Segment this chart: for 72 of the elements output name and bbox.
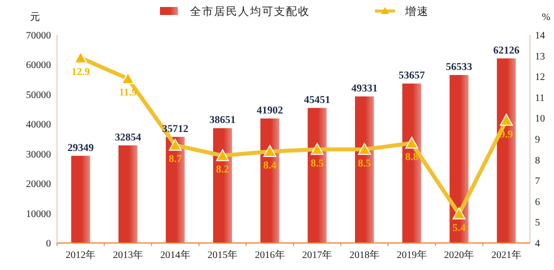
data-label: 8.5	[310, 158, 324, 170]
bar	[354, 96, 374, 243]
data-label: 32854	[114, 132, 142, 144]
point	[358, 142, 371, 155]
data-label: 8.5	[358, 158, 372, 170]
data-label: 62126	[493, 45, 520, 56]
y-tick-label: 30000	[26, 149, 51, 160]
data-label: 8.2	[216, 164, 230, 176]
y2-tick-label: 5	[535, 218, 540, 229]
data-label: 29349	[68, 142, 94, 154]
y2-tick-label: 14	[535, 30, 545, 42]
y2-tick-label: 8	[535, 155, 540, 166]
legend-label: 增速	[404, 5, 429, 18]
legend-label: 全市居民人均可支配收	[190, 5, 310, 18]
data-label: 9.9	[500, 129, 513, 140]
data-label: 56533	[446, 62, 472, 74]
y-tick-label: 0	[46, 238, 51, 250]
y2-tick-label: 9	[535, 134, 540, 146]
x-tick-label: 2012年	[66, 249, 96, 261]
y-tick-label: 10000	[26, 208, 51, 220]
data-label: 5.4	[452, 222, 466, 234]
bar	[118, 145, 138, 243]
x-tick-label: 2016年	[254, 249, 285, 261]
data-label: 53657	[398, 70, 425, 82]
data-label: 8.7	[168, 154, 182, 166]
data-label: 8.4	[263, 160, 278, 172]
y2-tick-label: 11	[535, 92, 545, 104]
y-tick-label: 40000	[26, 120, 51, 131]
y2-tick-label: 10	[535, 114, 545, 125]
y2-tick-label: 12	[535, 72, 545, 84]
bar	[213, 128, 232, 243]
y2-tick-label: 4	[535, 238, 540, 250]
point	[500, 114, 513, 126]
bar	[71, 156, 90, 243]
point	[121, 72, 134, 84]
y-tick-label: 70000	[26, 30, 51, 42]
bar	[496, 58, 516, 243]
y-tick-label: 50000	[26, 90, 51, 101]
x-tick-label: 2014年	[160, 249, 190, 261]
data-label: 8.8	[405, 152, 418, 164]
x-tick-label: 2015年	[208, 249, 238, 261]
data-label: 12.9	[71, 66, 90, 78]
point	[310, 142, 324, 155]
y-axis-title: 元	[30, 12, 40, 23]
point	[74, 51, 88, 64]
point	[263, 144, 276, 157]
y2-tick-label: 6	[535, 196, 540, 208]
point	[452, 207, 466, 220]
data-label: 45451	[304, 94, 330, 106]
x-tick-label: 2013年	[112, 249, 143, 261]
bar	[260, 118, 280, 243]
y2-tick-label: 13	[535, 51, 545, 62]
bar	[166, 136, 185, 243]
point	[216, 149, 230, 162]
x-tick-label: 2017年	[302, 249, 332, 261]
point	[168, 138, 182, 151]
x-tick-label: 2018年	[349, 249, 380, 261]
data-label: 11.9	[119, 88, 137, 99]
point	[405, 136, 418, 149]
data-label: 41902	[256, 105, 283, 116]
data-label: 38651	[209, 115, 236, 126]
bar	[308, 108, 327, 243]
y2-tick-label: 7	[535, 176, 540, 188]
x-tick-label: 2019年	[396, 249, 427, 261]
y2-axis-title: %	[542, 12, 550, 23]
x-tick-label: 2021年	[491, 249, 522, 261]
bar	[450, 75, 469, 243]
data-label: 49331	[351, 83, 378, 94]
x-tick-label: 2020年	[444, 249, 474, 261]
y-tick-label: 20000	[26, 179, 51, 190]
bar	[402, 84, 422, 243]
y-tick-label: 60000	[26, 60, 51, 72]
